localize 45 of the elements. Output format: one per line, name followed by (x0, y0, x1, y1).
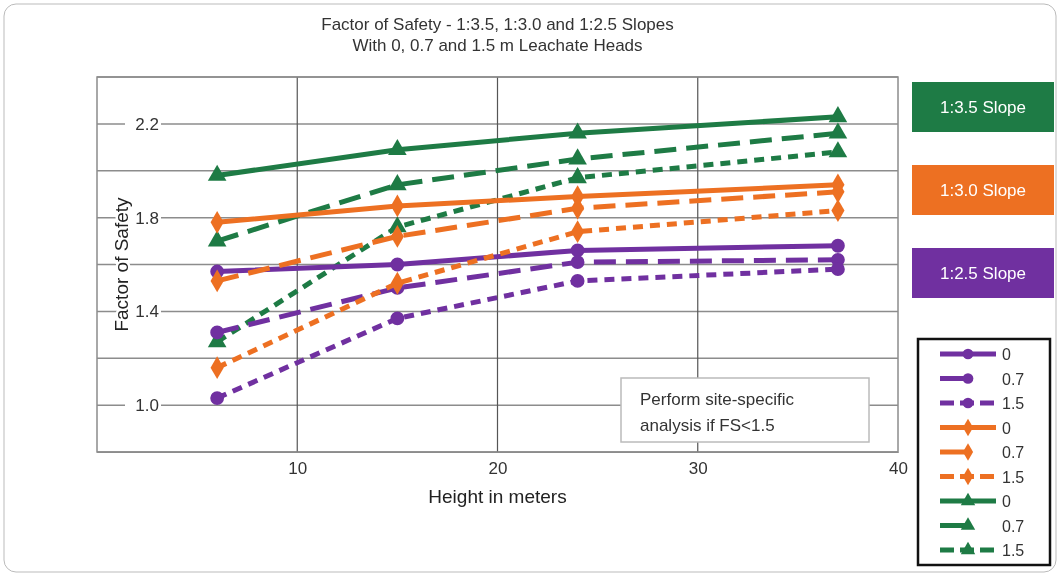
x-tick-label: 10 (288, 459, 308, 479)
x-tick-label: 30 (688, 459, 708, 479)
x-axis-title: Height in meters (428, 486, 567, 507)
point (388, 138, 407, 156)
x-tick-label: 40 (889, 459, 908, 479)
legend-label: 1.5 (1002, 468, 1025, 486)
text: 1:2.5 Slope (939, 264, 1027, 283)
text: 1:3.0 Slope (939, 181, 1027, 200)
point (568, 148, 587, 165)
point (570, 243, 585, 258)
legend-label: 1.5 (1002, 395, 1025, 412)
point (828, 122, 848, 139)
point (390, 257, 405, 272)
legend-label: 0.7 (1002, 370, 1025, 388)
point (828, 106, 848, 123)
y-tick-label: 1.0 (135, 396, 159, 416)
y-tick-label: 1.4 (135, 302, 159, 322)
point (828, 141, 848, 158)
legend-label: 0 (1002, 493, 1011, 510)
point (210, 325, 225, 340)
point (570, 274, 585, 288)
chart-subtitle: With 0, 0.7 and 1.5 m Leachate Heads (352, 36, 643, 55)
point (831, 238, 845, 253)
chart-title: Factor of Safety - 1:3.5, 1:3.0 and 1:2.5 Slopes (321, 15, 674, 34)
y-tick-label: 2.2 (135, 114, 159, 134)
legend-label: 0 (1002, 346, 1011, 363)
point (390, 311, 405, 326)
point (210, 391, 225, 405)
x-tick-label: 20 (488, 459, 508, 479)
point (388, 174, 407, 191)
legend-label: 0 (1002, 419, 1011, 437)
text: 1:3.5 Slope (939, 98, 1027, 117)
y-axis-title: Factor of Safety (111, 196, 132, 332)
legend-label: 0.7 (1002, 517, 1025, 535)
note-box: Perform site-specific analysis if FS<1.5 (620, 377, 870, 443)
point (568, 122, 587, 139)
annotation: Perform site-specific analysis if FS<1.5 (640, 390, 795, 435)
point (570, 255, 585, 270)
legend-label: 0.7 (1002, 444, 1025, 461)
point (568, 167, 587, 184)
point (207, 164, 227, 181)
point (831, 262, 845, 277)
point (207, 230, 227, 247)
legend-label: 1.5 (1002, 542, 1025, 559)
y-tick-label: 1.8 (135, 208, 159, 228)
